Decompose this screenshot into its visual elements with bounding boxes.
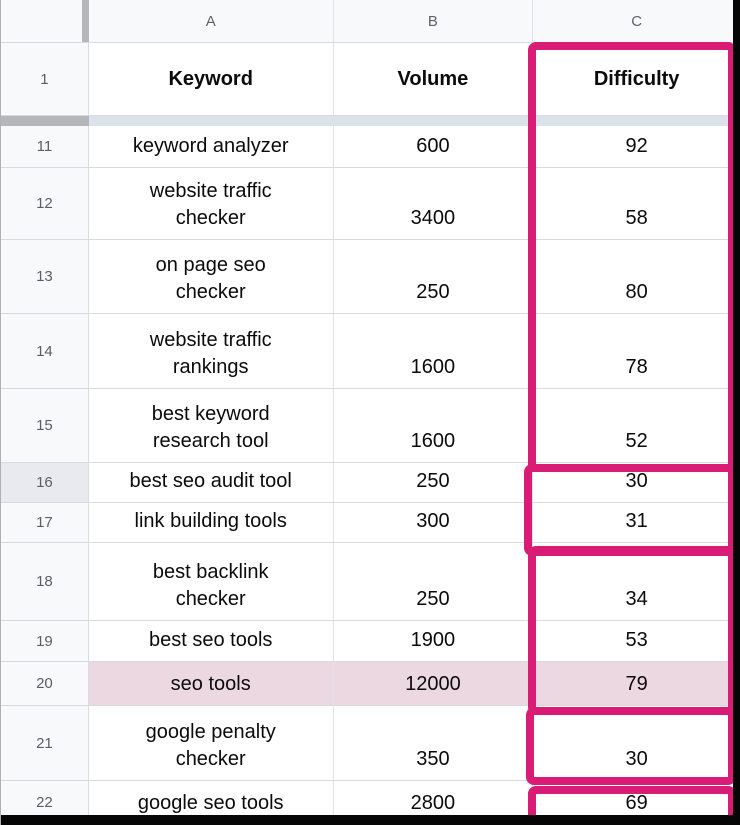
cell-difficulty[interactable]: 30	[625, 748, 648, 770]
cell-difficulty[interactable]: 80	[625, 281, 648, 303]
cell-keyword[interactable]: best backlink checker	[89, 543, 334, 620]
hidden-rows-divider	[1, 116, 740, 126]
cell-keyword[interactable]: website traffic rankings	[89, 314, 334, 388]
header-cell-keyword[interactable]: Keyword	[89, 43, 334, 115]
column-header-c[interactable]: C	[533, 0, 740, 42]
row-header-1[interactable]: 1	[1, 43, 89, 115]
table-body: 11 keyword analyzer 600 92 12 website traffic…	[1, 126, 740, 825]
row-header-12[interactable]: 12	[1, 168, 89, 239]
cell-keyword[interactable]: on page seo checker	[89, 240, 334, 313]
row-header-16[interactable]: 16	[1, 463, 89, 502]
cell-difficulty[interactable]: 78	[625, 356, 648, 378]
table-row: 17 link building tools 300 31	[1, 503, 740, 543]
column-header-a[interactable]: A	[88, 0, 334, 42]
row-header-15[interactable]: 15	[1, 389, 89, 462]
table-header-row: 1 Keyword Volume Difficulty	[1, 43, 740, 116]
row-header-11[interactable]: 11	[1, 126, 89, 167]
cell-volume[interactable]: 1900	[334, 621, 534, 661]
cell-difficulty[interactable]: 30	[625, 470, 648, 492]
header-cell-difficulty[interactable]: Difficulty	[593, 67, 680, 90]
cell-difficulty[interactable]: 52	[625, 430, 648, 452]
screenshot-bottom-crop-edge	[1, 815, 740, 825]
cell-keyword[interactable]: google seo tools	[89, 781, 334, 824]
header-cell-volume[interactable]: Volume	[334, 43, 534, 115]
row-header-19[interactable]: 19	[1, 621, 89, 661]
table-row: 11 keyword analyzer 600 92	[1, 126, 740, 168]
cell-volume[interactable]: 3400	[334, 168, 534, 239]
table-row: 15 best keyword research tool 1600 52	[1, 389, 740, 463]
screenshot-right-crop-edge	[733, 0, 740, 825]
row-header-14[interactable]: 14	[1, 314, 89, 388]
cell-volume[interactable]: 350	[334, 706, 534, 780]
cell-difficulty[interactable]: 79	[533, 662, 740, 705]
table-row: 20 seo tools 12000 79	[1, 662, 740, 706]
cell-volume[interactable]: 250	[334, 543, 534, 620]
cell-volume[interactable]: 12000	[333, 662, 534, 705]
row-header-17[interactable]: 17	[1, 503, 89, 542]
cell-difficulty[interactable]: 31	[625, 510, 648, 532]
table-row: 13 on page seo checker 250 80	[1, 240, 740, 314]
cell-volume[interactable]: 300	[334, 503, 534, 542]
cell-difficulty[interactable]: 53	[625, 629, 648, 651]
column-header-row: A B C	[1, 0, 740, 43]
table-row: 21 google penalty checker 350 30	[1, 706, 740, 781]
cell-keyword[interactable]: google penalty checker	[89, 706, 334, 780]
cell-keyword[interactable]: best seo tools	[89, 621, 334, 661]
cell-keyword[interactable]: seo tools	[88, 662, 334, 705]
row-header-21[interactable]: 21	[1, 706, 89, 780]
row-header-20[interactable]: 20	[1, 662, 89, 705]
cell-volume[interactable]: 600	[334, 126, 534, 167]
table-row: 16 best seo audit tool 250 30	[1, 463, 740, 503]
column-header-b[interactable]: B	[333, 0, 534, 42]
table-row: 18 best backlink checker 250 34	[1, 543, 740, 621]
cell-keyword[interactable]: best keyword research tool	[89, 389, 334, 462]
cell-keyword[interactable]: website traffic checker	[89, 168, 334, 239]
cell-keyword[interactable]: best seo audit tool	[89, 463, 334, 502]
row-header-18[interactable]: 18	[1, 543, 89, 620]
cell-volume[interactable]: 1600	[334, 314, 534, 388]
cell-volume[interactable]: 250	[334, 240, 534, 313]
table-row: 14 website traffic rankings 1600 78	[1, 314, 740, 389]
cell-volume[interactable]: 250	[334, 463, 534, 502]
cell-difficulty[interactable]: 58	[625, 207, 648, 229]
cell-difficulty[interactable]: 92	[625, 135, 648, 157]
select-all-corner[interactable]	[1, 0, 89, 42]
cell-keyword[interactable]: link building tools	[89, 503, 334, 542]
table-row: 12 website traffic checker 3400 58	[1, 168, 740, 240]
divider-row-header-segment	[1, 116, 89, 126]
cell-difficulty[interactable]: 69	[625, 792, 648, 814]
cell-volume[interactable]: 1600	[334, 389, 534, 462]
cell-keyword[interactable]: keyword analyzer	[89, 126, 334, 167]
cell-difficulty[interactable]: 34	[625, 588, 648, 610]
row-header-13[interactable]: 13	[1, 240, 89, 313]
divider-grid-segment	[89, 116, 740, 126]
table-row: 19 best seo tools 1900 53	[1, 621, 740, 662]
